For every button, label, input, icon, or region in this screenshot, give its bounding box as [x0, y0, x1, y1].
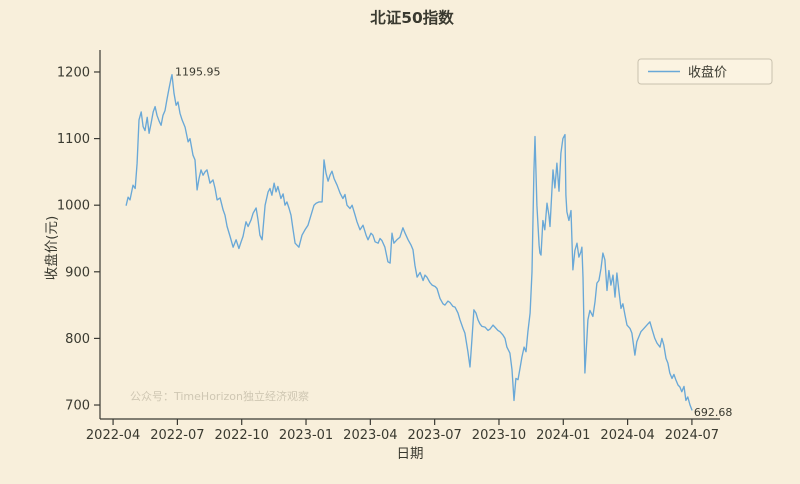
x-tick-label: 2024-01 [536, 428, 590, 443]
y-tick-label: 1100 [57, 132, 90, 147]
x-tick-label: 2022-10 [215, 428, 269, 443]
point-annotation: 692.68 [694, 406, 733, 419]
watermark-text: 公众号：TimeHorizon独立经济观察 [130, 389, 309, 403]
y-tick-label: 1000 [57, 199, 90, 214]
legend: 收盘价 [637, 58, 773, 85]
y-tick-label: 1200 [57, 65, 90, 80]
x-tick-label: 2023-10 [472, 428, 526, 443]
x-tick-label: 2024-07 [665, 428, 719, 443]
x-axis-ticks: 2022-04 2022-07 2022-10 2023-01 2023-04 2023-… [86, 419, 719, 443]
chart-title: 北证50指数 [370, 8, 454, 27]
x-tick-label: 2022-07 [150, 428, 204, 443]
x-tick-label: 2023-01 [279, 428, 333, 443]
x-tick-label: 2022-04 [86, 428, 140, 443]
y-tick-label: 900 [65, 265, 90, 280]
y-axis-ticks: 700 800 900 1000 1100 1200 [57, 65, 100, 414]
x-axis-label: 日期 [397, 446, 424, 462]
price-line [125, 74, 693, 411]
legend-box [637, 58, 773, 85]
legend-series-label: 收盘价 [688, 65, 727, 81]
y-tick-label: 800 [65, 332, 90, 347]
x-tick-label: 2023-04 [343, 428, 397, 443]
annotation-labels: 1195.95 692.68 [175, 66, 732, 419]
x-tick-label: 2023-07 [407, 428, 461, 443]
y-tick-label: 700 [65, 399, 90, 414]
point-annotation: 1195.95 [175, 66, 221, 79]
y-axis-label: 收盘价(元) [43, 216, 60, 281]
price-line-group [125, 74, 693, 411]
x-tick-label: 2024-04 [600, 428, 654, 443]
